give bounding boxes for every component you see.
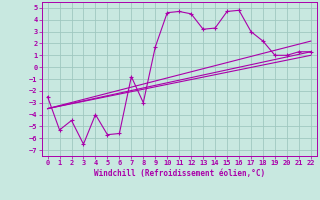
X-axis label: Windchill (Refroidissement éolien,°C): Windchill (Refroidissement éolien,°C) bbox=[94, 169, 265, 178]
